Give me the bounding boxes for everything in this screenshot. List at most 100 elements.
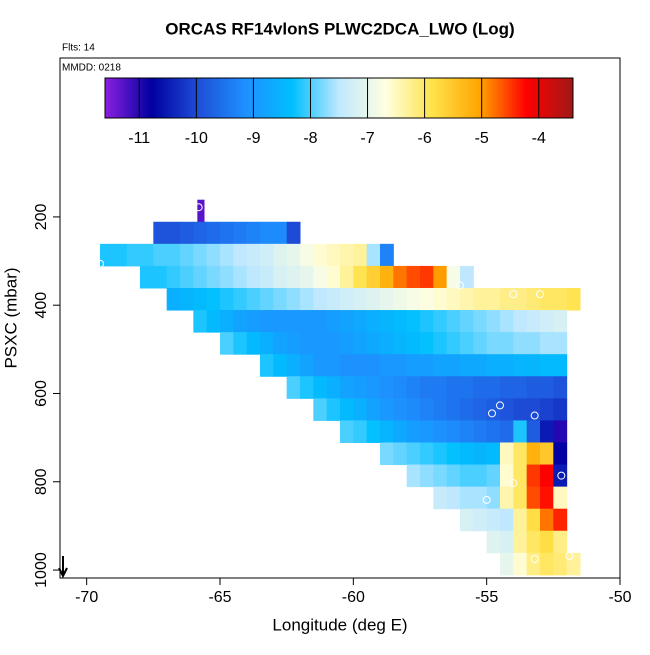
heat-cell [460, 442, 474, 466]
heat-cell [380, 442, 394, 466]
heat-cell [473, 508, 488, 532]
heat-cell [220, 221, 234, 245]
plot-frame [59, 57, 621, 579]
heat-cell [460, 464, 474, 488]
heat-cell [180, 287, 194, 311]
heat-cell [246, 287, 261, 311]
heat-cell [526, 442, 541, 466]
heat-cell [513, 464, 528, 488]
heat-cell [420, 420, 434, 443]
heat-cell [153, 265, 168, 289]
heat-cell [540, 332, 554, 355]
heat-cell [553, 332, 568, 355]
heat-cell [486, 310, 501, 333]
heat-cell [433, 442, 448, 466]
heat-cell [433, 398, 448, 421]
flight-point [488, 409, 496, 418]
heat-cell [513, 354, 528, 377]
heat-cell [540, 398, 554, 421]
heat-cell [286, 243, 301, 267]
heat-cell [406, 376, 421, 399]
heat-cell [246, 310, 261, 333]
heat-cell [286, 287, 301, 311]
heat-cell [393, 376, 408, 399]
heat-cell [460, 486, 474, 510]
heat-cell [433, 354, 448, 377]
heat-cell [353, 354, 368, 377]
heat-cell [353, 332, 368, 355]
heat-cell [553, 310, 568, 333]
heat-cell [220, 243, 234, 267]
direction-arrow [58, 556, 68, 579]
heat-cell [406, 354, 421, 377]
heat-cell [473, 354, 488, 377]
heat-cell [393, 332, 408, 355]
heat-cell [353, 398, 368, 421]
heat-cell [273, 354, 288, 377]
colorbar-tick-label: -5 [475, 130, 489, 147]
heat-cell [340, 310, 354, 333]
heat-cell [393, 287, 408, 311]
heat-cell [526, 287, 541, 311]
heat-cell [393, 420, 408, 443]
heat-cell [193, 243, 208, 267]
heat-cell [126, 243, 141, 267]
heat-cell [500, 508, 514, 532]
heat-cell [420, 354, 434, 377]
heat-cell [313, 332, 328, 355]
heat-cell [433, 464, 448, 488]
heat-cell [153, 243, 168, 267]
heat-cell [526, 310, 541, 333]
heat-cell [286, 332, 301, 355]
heat-cell [446, 265, 461, 289]
y-tick-label: 200 [33, 203, 50, 230]
heat-cell [300, 310, 314, 333]
heat-cell [340, 332, 354, 355]
heat-cell [500, 310, 514, 333]
heat-cell [486, 398, 501, 421]
heat-cell [513, 486, 528, 510]
heat-cell [233, 332, 248, 355]
heat-cell [366, 420, 381, 443]
x-tick-label: -70 [75, 589, 98, 606]
heat-cell [486, 376, 501, 399]
heat-cell [566, 287, 581, 311]
flight-point [482, 495, 491, 504]
heat-cell [553, 398, 568, 421]
heat-cell [486, 332, 501, 355]
heat-cell [286, 265, 301, 289]
heat-cell [340, 420, 354, 443]
heat-cell [553, 354, 568, 377]
heat-cell [326, 398, 341, 421]
heat-cell [460, 287, 474, 311]
flight-point [496, 401, 504, 410]
flight-point [530, 555, 539, 564]
heat-cell [540, 354, 554, 377]
heat-cell [473, 420, 488, 443]
heat-cell [393, 354, 408, 377]
flight-point [96, 259, 104, 268]
heat-cell [486, 486, 501, 510]
heat-cell [380, 398, 394, 421]
x-tick-label: -60 [342, 589, 365, 606]
heat-cell [526, 420, 541, 443]
heat-cell [420, 265, 434, 289]
x-axis-label: Longitude (deg E) [272, 615, 407, 634]
heat-cell [460, 354, 474, 377]
heat-cell [353, 376, 368, 399]
heat-cell [406, 398, 421, 421]
colorbar-tick-label: -4 [532, 130, 546, 147]
heat-cell [220, 287, 234, 311]
heat-cell [340, 287, 354, 311]
heat-cell [246, 221, 261, 245]
heat-cell [366, 310, 381, 333]
heat-cell [500, 398, 514, 421]
heat-cell [326, 243, 341, 267]
heat-cell [513, 530, 528, 554]
heat-cell [380, 287, 394, 311]
flight-point [194, 203, 203, 212]
heat-cell [197, 199, 205, 223]
heat-cell [526, 486, 541, 510]
heat-cell [326, 310, 341, 333]
heat-cell [233, 310, 248, 333]
